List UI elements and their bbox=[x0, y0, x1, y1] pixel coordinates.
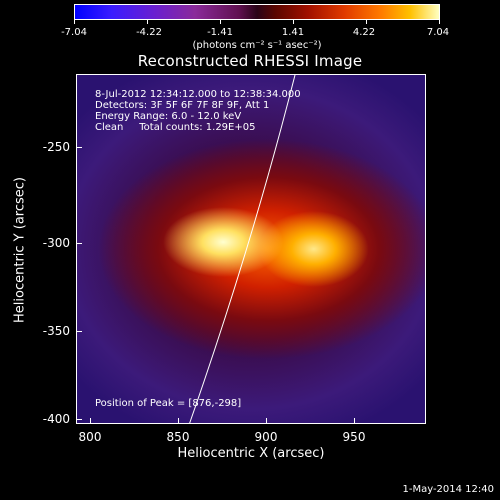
colorbar-units: (photons cm⁻² s⁻¹ asec⁻²) bbox=[192, 40, 322, 51]
x-tick bbox=[90, 418, 91, 424]
colorbar-tick bbox=[220, 20, 221, 24]
colorbar-label: -1.41 bbox=[207, 27, 233, 38]
colorbar-tick bbox=[366, 20, 367, 24]
peak-position-text: Position of Peak = [876,-298] bbox=[95, 398, 242, 409]
solar-limb-line bbox=[189, 75, 296, 423]
colorbar-tick bbox=[439, 20, 440, 24]
x-tick bbox=[178, 418, 179, 424]
clean-counts-text: Clean Total counts: 1.29E+05 bbox=[95, 122, 256, 133]
colorbar-tick bbox=[74, 20, 75, 24]
image-title: Reconstructed RHESSI Image bbox=[137, 52, 363, 70]
detectors-text: Detectors: 3F 5F 6F 7F 8F 9F, Att 1 bbox=[95, 100, 270, 111]
colorbar-label: 4.22 bbox=[352, 27, 376, 38]
y-tick-label: -400 bbox=[42, 412, 70, 426]
y-tick-label: -300 bbox=[42, 236, 70, 250]
x-tick-label: 850 bbox=[166, 430, 190, 444]
energy-range-text: Energy Range: 6.0 - 12.0 keV bbox=[95, 111, 242, 122]
x-tick-label: 900 bbox=[254, 430, 278, 444]
y-tick-label: -250 bbox=[42, 140, 70, 154]
x-tick-label: 800 bbox=[78, 430, 102, 444]
colorbar-tick bbox=[147, 20, 148, 24]
colorbar-label: -7.04 bbox=[61, 27, 87, 38]
colorbar-label: -4.22 bbox=[136, 27, 162, 38]
y-axis-title: Heliocentric Y (arcsec) bbox=[12, 177, 28, 323]
rhessi-image: 8-Jul-2012 12:34:12.000 to 12:38:34.000 … bbox=[76, 74, 426, 424]
x-axis-title: Heliocentric X (arcsec) bbox=[177, 446, 325, 461]
y-tick-label: -350 bbox=[42, 324, 70, 338]
limb-overlay bbox=[189, 75, 296, 423]
colorbar bbox=[74, 4, 440, 20]
y-tick bbox=[76, 147, 82, 148]
colorbar-tick bbox=[293, 20, 294, 24]
footer-date: 1-May-2014 12:40 bbox=[402, 484, 494, 495]
y-tick bbox=[76, 243, 82, 244]
time-range-text: 8-Jul-2012 12:34:12.000 to 12:38:34.000 bbox=[95, 89, 301, 100]
x-tick bbox=[354, 418, 355, 424]
colorbar-label: 7.04 bbox=[426, 27, 450, 38]
x-tick-label: 950 bbox=[342, 430, 366, 444]
x-tick bbox=[266, 418, 267, 424]
colorbar-label: 1.41 bbox=[281, 27, 305, 38]
y-tick bbox=[76, 419, 82, 420]
y-tick bbox=[76, 331, 82, 332]
